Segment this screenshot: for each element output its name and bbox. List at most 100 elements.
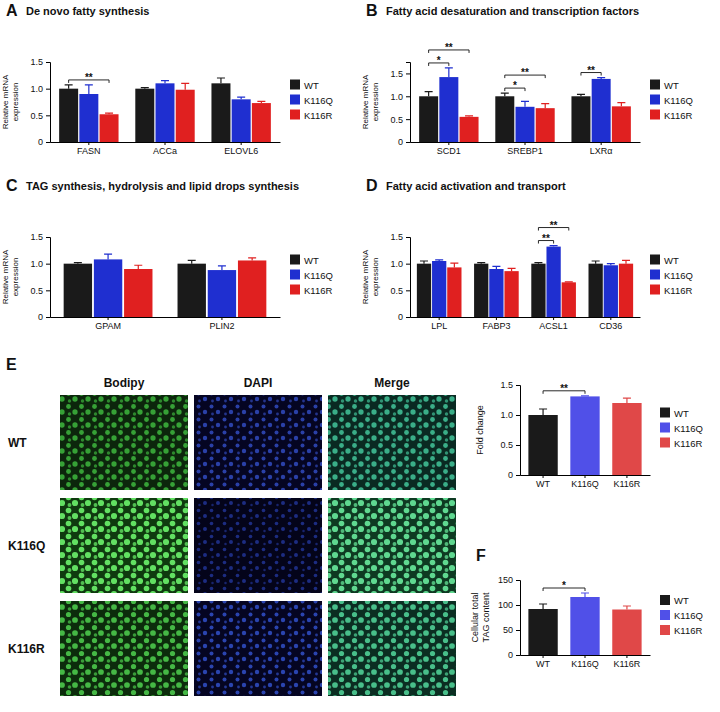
- y-tick-label: 150: [498, 575, 513, 585]
- micrograph: [60, 498, 188, 593]
- error-bar: [597, 78, 605, 79]
- legend-label: WT: [664, 255, 679, 266]
- x-tick-label: WT: [536, 479, 550, 489]
- y-tick-mark: [46, 237, 50, 238]
- plot-marks: [419, 68, 631, 142]
- x-tick: PLIN2: [209, 317, 234, 331]
- legend: WTK116QK116R: [650, 80, 693, 121]
- bar: [176, 90, 195, 142]
- x-axis: FASN ACCa ELOVL6: [51, 142, 281, 156]
- y-tick: 0: [508, 470, 520, 480]
- bar: [124, 269, 152, 317]
- panel-title: Fatty acid desaturation and transcriptio…: [386, 5, 639, 17]
- bar-panel: ADe novo fatty synthesis00.51.01.5FASNAC…: [1, 2, 333, 156]
- y-tick-label: 1.5: [30, 57, 43, 67]
- x-tick-label: ACCa: [153, 146, 177, 156]
- x-tick: GPAM: [95, 317, 121, 331]
- x-tick: K116Q: [571, 655, 598, 669]
- y-tick-label: 1.0: [30, 84, 43, 94]
- bar: [528, 415, 557, 475]
- y-tick-label: 0: [38, 137, 43, 147]
- y-axis-title-line: Relative mRNA: [361, 74, 370, 129]
- bar: [619, 264, 633, 317]
- y-tick-mark: [516, 415, 520, 416]
- bar: [612, 403, 641, 475]
- panel-letter: A: [6, 2, 18, 19]
- legend-label: WT: [304, 80, 319, 91]
- x-tick-mark: [221, 317, 222, 320]
- row-label: WT: [8, 436, 27, 450]
- y-tick-mark: [406, 290, 410, 291]
- y-axis-title-line: Relative mRNA: [1, 74, 10, 129]
- x-tick: WT: [536, 655, 550, 669]
- bar: [489, 269, 503, 317]
- legend-swatch: [650, 255, 660, 265]
- y-tick-mark: [516, 445, 520, 446]
- bar: [589, 264, 603, 317]
- legend-item: K116R: [290, 285, 332, 296]
- y-tick-mark: [406, 317, 410, 318]
- y-tick: 0.5: [390, 115, 410, 125]
- panel-title: Fatty acid activation and transport: [386, 180, 566, 192]
- bar: [592, 79, 611, 142]
- x-tick: LXRα: [590, 142, 613, 156]
- bar: [612, 106, 631, 142]
- y-axis-title: Relative mRNAexpression: [361, 74, 380, 129]
- x-tick-mark: [88, 142, 89, 145]
- y-tick-mark: [406, 73, 410, 74]
- y-axis-title: Fold change: [475, 405, 485, 455]
- bar: [79, 94, 98, 142]
- y-tick-label: 0.5: [500, 440, 513, 450]
- y-axis-title: Relative mRNAexpression: [1, 74, 20, 129]
- legend-label: K116Q: [304, 270, 333, 281]
- bar: [135, 89, 154, 142]
- micrograph: [194, 498, 322, 593]
- y-tick: 0: [398, 137, 410, 147]
- y-axis-line: [46, 238, 51, 318]
- y-axis-title: Relative mRNAexpression: [361, 249, 380, 304]
- x-tick: SREBP1: [507, 142, 543, 156]
- y-axis-title: Relative mRNAexpression: [1, 249, 20, 304]
- y-tick-label: 1.0: [30, 259, 43, 269]
- error-bar: [622, 260, 630, 263]
- y-tick-mark: [406, 264, 410, 265]
- y-tick-mark: [516, 605, 520, 606]
- y-tick-label: 1.0: [390, 92, 403, 102]
- error-bar: [435, 260, 443, 261]
- y-axis-title-line: expression: [11, 258, 20, 297]
- legend-label: WT: [664, 80, 679, 91]
- legend-swatch: [290, 270, 300, 280]
- error-bar: [105, 113, 113, 114]
- legend-item: K116Q: [290, 95, 333, 106]
- error-bar: [508, 268, 516, 271]
- y-tick-mark: [46, 264, 50, 265]
- y-tick: 1.5: [390, 69, 410, 79]
- y-tick-label: 50: [503, 625, 513, 635]
- legend-item: K116Q: [660, 423, 703, 434]
- error-bar: [65, 85, 73, 89]
- legend-swatch: [650, 80, 660, 90]
- x-tick: FASN: [77, 142, 101, 156]
- title-line: Fatty acid desaturation and transcriptio…: [386, 5, 639, 17]
- significance-label: **: [587, 65, 595, 76]
- bar: [604, 265, 618, 317]
- y-axis-title-line: expression: [371, 83, 380, 122]
- x-tick-mark: [610, 317, 611, 320]
- bar: [531, 264, 545, 317]
- x-axis-line: [51, 317, 281, 318]
- error-bar: [237, 97, 245, 99]
- x-tick: ELOVL6: [224, 142, 258, 156]
- legend-item: K116Q: [650, 95, 693, 106]
- annotations: ****: [538, 220, 568, 244]
- y-tick: 1.0: [390, 92, 410, 102]
- x-tick: CD36: [599, 317, 622, 331]
- error-bar: [420, 261, 428, 264]
- y-tick-label: 1.5: [390, 232, 403, 242]
- error-bar: [74, 263, 82, 264]
- x-tick-label: K116Q: [571, 479, 598, 489]
- error-bar: [617, 103, 625, 107]
- x-tick-mark: [448, 142, 449, 145]
- bar-panel: CTAG synthesis, hydrolysis and lipid dro…: [1, 177, 333, 331]
- micrograph: [328, 395, 456, 490]
- y-tick-label: 0.5: [30, 111, 43, 121]
